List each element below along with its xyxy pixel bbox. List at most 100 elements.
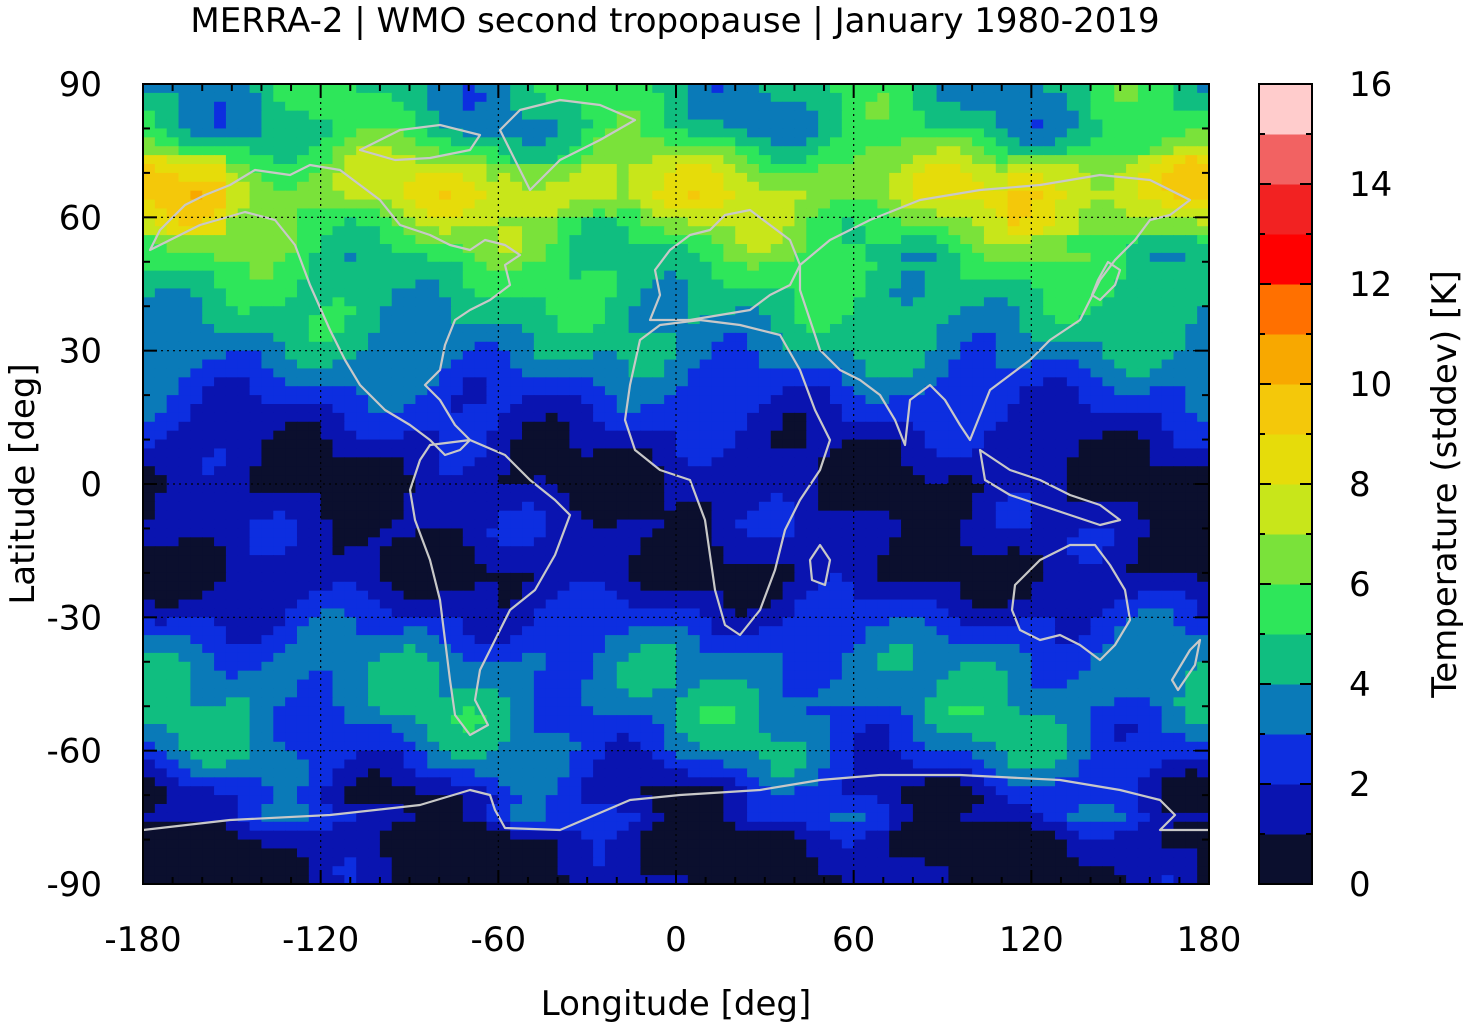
heatmap-cell xyxy=(249,430,263,441)
heatmap-cell xyxy=(1055,146,1068,156)
heatmap-cell xyxy=(356,199,369,210)
heatmap-cell xyxy=(522,244,535,254)
heatmap-cell xyxy=(498,92,511,103)
heatmap-cell xyxy=(154,119,168,130)
heatmap-cell xyxy=(178,324,191,334)
heatmap-cell xyxy=(225,146,239,156)
heatmap-cell xyxy=(877,155,890,165)
heatmap-cell xyxy=(344,190,357,201)
heatmap-cell xyxy=(865,164,878,174)
heatmap-cell xyxy=(889,172,902,183)
heatmap-cell xyxy=(676,288,689,298)
heatmap-cell xyxy=(498,537,511,547)
heatmap-cell xyxy=(841,92,855,103)
heatmap-cell xyxy=(877,564,890,574)
heatmap-cell xyxy=(1031,412,1044,423)
heatmap-cell xyxy=(462,448,476,458)
heatmap-cell xyxy=(770,519,784,530)
heatmap-cell xyxy=(439,181,452,192)
heatmap-cell xyxy=(285,546,298,556)
heatmap-cell xyxy=(1137,475,1151,485)
heatmap-cell xyxy=(711,84,724,94)
heatmap-cell xyxy=(450,172,464,183)
heatmap-cell xyxy=(498,519,511,530)
heatmap-cell xyxy=(640,421,653,432)
heatmap-cell xyxy=(1137,555,1151,565)
heatmap-cell xyxy=(462,261,476,272)
heatmap-cell xyxy=(853,528,867,538)
heatmap-cell xyxy=(510,92,523,103)
heatmap-cell xyxy=(735,288,748,298)
heatmap-cell xyxy=(368,537,381,547)
heatmap-cell xyxy=(818,244,831,254)
heatmap-cell xyxy=(557,564,570,574)
heatmap-cell xyxy=(1019,261,1032,272)
heatmap-cell xyxy=(640,341,653,352)
heatmap-cell xyxy=(391,528,405,538)
heatmap-cell xyxy=(995,332,1009,343)
heatmap-cell xyxy=(1149,235,1163,245)
heatmap-cell xyxy=(1066,288,1080,298)
heatmap-cell xyxy=(427,252,440,263)
heatmap-cell xyxy=(889,537,902,547)
heatmap-cell xyxy=(1090,235,1103,245)
heatmap-cell xyxy=(983,226,997,236)
heatmap-cell xyxy=(1114,217,1127,227)
heatmap-cell xyxy=(225,261,239,272)
heatmap-cell xyxy=(1055,252,1068,263)
heatmap-cell xyxy=(581,404,594,414)
heatmap-cell xyxy=(462,181,476,192)
heatmap-cell xyxy=(427,368,440,378)
heatmap-cell xyxy=(344,341,357,352)
heatmap-cell xyxy=(498,199,511,210)
heatmap-cell xyxy=(486,306,499,316)
heatmap-cell xyxy=(818,306,831,316)
heatmap-cell xyxy=(711,475,724,485)
heatmap-cell xyxy=(391,172,405,183)
heatmap-cell xyxy=(261,537,274,547)
heatmap-cell xyxy=(1197,492,1209,503)
heatmap-cell xyxy=(1078,217,1092,227)
heatmap-cell xyxy=(1055,510,1068,521)
heatmap-cell xyxy=(522,555,535,565)
heatmap-cell xyxy=(711,430,724,441)
heatmap-cell xyxy=(581,110,594,121)
heatmap-cell xyxy=(616,128,630,138)
heatmap-cell xyxy=(1114,448,1127,458)
heatmap-cell xyxy=(1019,448,1032,458)
heatmap-cell xyxy=(285,190,298,201)
heatmap-cell xyxy=(166,181,180,192)
heatmap-cell xyxy=(379,324,393,334)
heatmap-cell xyxy=(711,315,724,325)
heatmap-cell xyxy=(1007,564,1021,574)
heatmap-cell xyxy=(190,315,203,325)
heatmap-cell xyxy=(806,510,819,521)
heatmap-cell xyxy=(545,404,559,414)
heatmap-cell xyxy=(604,430,618,441)
heatmap-cell xyxy=(593,519,606,530)
heatmap-cell xyxy=(533,244,547,254)
heatmap-cell xyxy=(178,235,191,245)
heatmap-cell xyxy=(901,155,914,165)
heatmap-cell xyxy=(924,110,938,121)
heatmap-cell xyxy=(912,288,926,298)
heatmap-cell xyxy=(829,404,843,414)
heatmap-cell xyxy=(1007,537,1021,547)
heatmap-cell xyxy=(427,537,440,547)
heatmap-cell xyxy=(676,217,689,227)
heatmap-cell xyxy=(237,297,251,307)
heatmap-cell xyxy=(1173,537,1186,547)
heatmap-cell xyxy=(1019,377,1032,387)
heatmap-cell xyxy=(225,492,239,503)
heatmap-cell xyxy=(1114,555,1127,565)
heatmap-cell xyxy=(1185,92,1198,103)
heatmap-cell xyxy=(415,244,428,254)
heatmap-cell xyxy=(569,235,582,245)
heatmap-cell xyxy=(1149,412,1163,423)
heatmap-cell xyxy=(770,457,784,467)
heatmap-cell xyxy=(664,128,677,138)
heatmap-cell xyxy=(344,164,357,174)
heatmap-cell xyxy=(510,199,523,210)
heatmap-cell xyxy=(948,492,961,503)
heatmap-cell xyxy=(829,190,843,201)
